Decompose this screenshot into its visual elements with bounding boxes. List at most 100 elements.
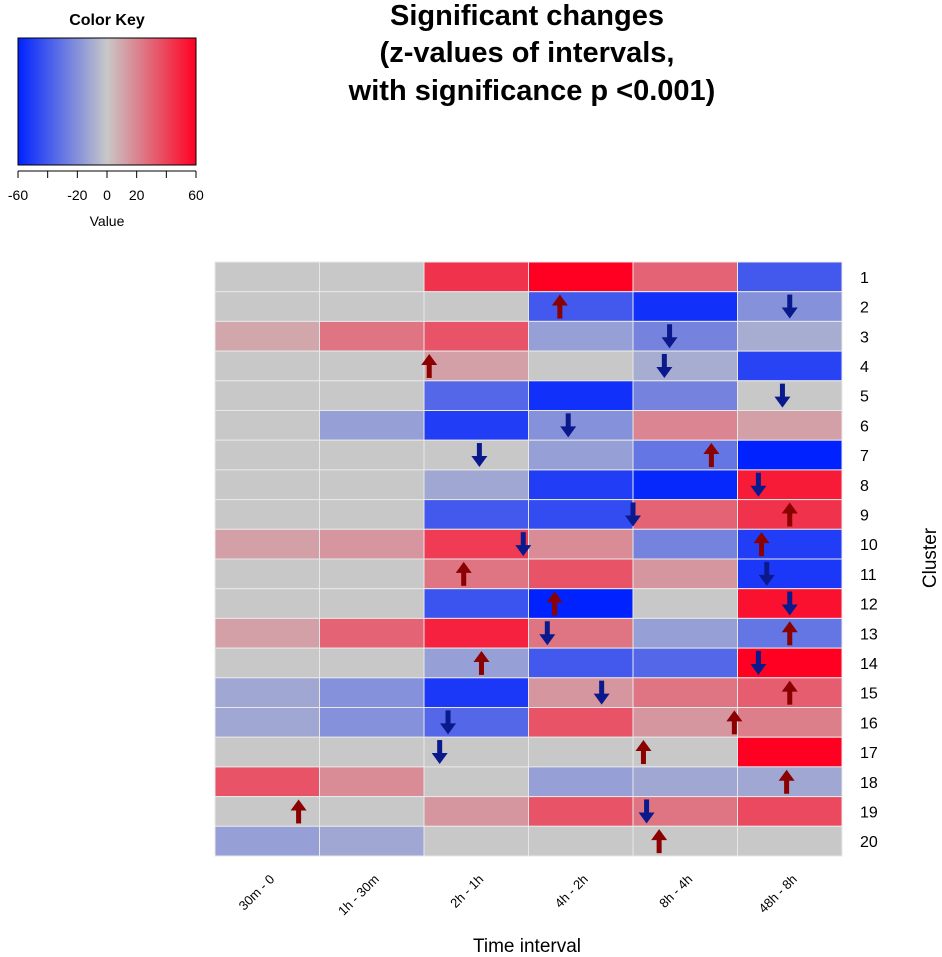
heatmap-cell [214,469,320,501]
heatmap-cell [423,410,529,441]
heatmap-cell [528,707,634,738]
heatmap-cell [632,558,738,590]
arrow-down-icon [471,443,488,468]
heatmap-cell [632,380,738,411]
heatmap-cell [319,320,425,352]
column-labels: 30m - 0 1h - 30m 2h - 1h 4h - 2h 8h - 4h 48h … [236,872,800,919]
row-label: 18 [860,775,878,792]
row-label: 4 [860,359,869,376]
arrow-down-icon [661,324,678,349]
heatmap-cell [319,588,425,619]
arrow-down-icon [656,353,673,378]
heatmap-cell [528,796,634,827]
heatmap-cell [214,617,320,649]
heatmap-cell [528,558,634,590]
heatmap-cell [528,677,634,708]
heatmap-cell [214,439,320,471]
row-label: 12 [860,597,878,614]
heatmap-cell [319,825,425,857]
arrow-up-icon [781,621,798,646]
color-key-tick-label: 0 [103,187,111,203]
color-key: Color Key -60 -20 0 20 60 Value [8,12,204,229]
heatmap-cell [423,617,529,649]
heatmap-cell [319,410,425,441]
heatmap-cell [423,825,529,857]
heatmap-cell [319,736,425,768]
column-label: 48h - 8h [756,872,800,916]
heatmap-cell [214,736,320,768]
arrow-up-icon [703,443,720,468]
arrow-down-icon [560,413,577,438]
arrow-up-icon [635,740,652,765]
heatmap-cell [632,707,738,738]
heatmap-cell [632,469,738,501]
heatmap-cell [319,766,425,798]
heatmap-cell [632,499,738,530]
heatmap-cell [319,261,425,293]
row-label: 8 [860,478,869,495]
row-label: 20 [860,834,878,851]
row-label: 1 [860,270,869,287]
row-label: 6 [860,418,869,435]
heatmap-cell [423,796,529,827]
heatmap-cell [528,617,634,649]
heatmap-cell [528,588,634,619]
color-key-value-label: Value [90,213,125,229]
heatmap-cell [632,350,738,382]
heatmap-cell [737,707,843,738]
significance-arrows [290,294,798,854]
heatmap-cell [319,558,425,590]
heatmap-cell [214,796,320,827]
heatmap-cell [632,647,738,679]
heatmap-cell [423,528,529,560]
column-label: 1h - 30m [335,872,382,919]
column-label: 30m - 0 [236,872,278,914]
heatmap-cell [632,320,738,352]
arrow-down-icon [781,591,798,616]
chart-title-line-2: (z-values of intervals, [380,37,675,69]
arrow-down-icon [593,680,610,705]
heatmap-cell [737,528,843,560]
arrow-up-icon [546,591,563,616]
arrow-down-icon [440,710,457,735]
row-label: 17 [860,745,878,762]
y-axis-label: Cluster [920,527,941,588]
heatmap-cell [319,796,425,827]
chart-title-line-1: Significant changes [390,0,664,32]
heatmap-cell [214,588,320,619]
row-label: 11 [860,567,877,584]
arrow-down-icon [539,621,556,646]
arrow-down-icon [431,740,448,765]
heatmap-cell [737,439,843,471]
heatmap-cell [319,291,425,322]
heatmap-cell [214,499,320,530]
arrow-up-icon [726,710,743,735]
heatmap-cell [737,736,843,768]
heatmap-cell [214,320,320,352]
arrow-down-icon [750,472,767,497]
heatmap-cell [632,736,738,768]
arrow-down-icon [774,383,791,408]
heatmap-cell [214,410,320,441]
arrow-up-icon [781,502,798,527]
row-label: 3 [860,329,869,346]
heatmap-cell [632,766,738,798]
row-label: 16 [860,715,878,732]
column-label: 2h - 1h [447,872,486,911]
heatmap-cell [528,825,634,857]
color-key-tick-label: -20 [67,187,87,203]
heatmap-cell [319,707,425,738]
heatmap-cell [737,766,843,798]
arrow-down-icon [758,561,775,586]
heatmap-cell [528,439,634,471]
heatmap-cell [737,320,843,352]
heatmap-cell [632,528,738,560]
chart-title-line-3: with significance p <0.001) [348,75,716,107]
heatmap-cell [319,469,425,501]
color-key-tick-label: -60 [8,187,28,203]
heatmap-cell [528,410,634,441]
arrow-down-icon [750,650,767,675]
row-label: 13 [860,626,878,643]
arrow-down-icon [781,294,798,319]
row-label: 15 [860,686,878,703]
